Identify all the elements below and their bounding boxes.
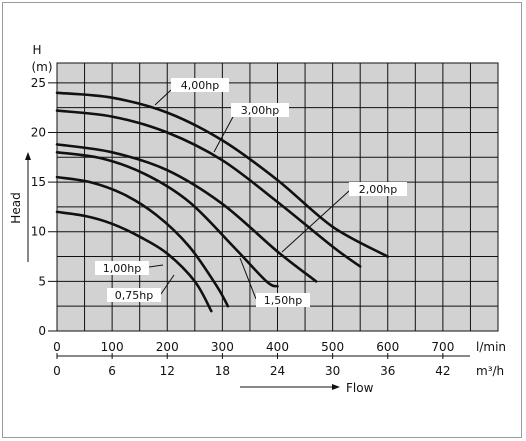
y-tick-label: 25 <box>31 76 46 90</box>
x-tick-label-secondary: 0 <box>53 364 61 378</box>
grid <box>57 63 498 331</box>
y-tick-label: 20 <box>31 125 46 139</box>
series-labels: 0,75hp 1,00hp 1,50hp 2,00hp 3,00hp 4,00hp <box>95 78 407 307</box>
x-tick-label-secondary: 30 <box>325 364 340 378</box>
x-tick-label-secondary: 42 <box>435 364 450 378</box>
y-axis-unit: (m) <box>31 60 52 74</box>
series-label-3: 2,00hp <box>359 183 397 196</box>
y-tick-label: 10 <box>31 225 46 239</box>
series-label-4: 3,00hp <box>241 104 279 117</box>
x-tick-label-secondary: 6 <box>108 364 116 378</box>
series-label-box <box>171 78 229 92</box>
x-axis-unit-secondary: m³/h <box>476 364 504 378</box>
series-label-1: 1,00hp <box>103 262 141 275</box>
x-tick-label-secondary: 24 <box>270 364 285 378</box>
series-label-2: 1,50hp <box>264 294 302 307</box>
x-tick-label-secondary: 18 <box>215 364 230 378</box>
x-tick-label-primary: 200 <box>156 340 179 354</box>
series-label-box <box>231 103 289 117</box>
y-axis-symbol: H <box>32 43 41 57</box>
series-label-box <box>349 182 407 196</box>
x-axis-unit-primary: l/min <box>476 340 506 354</box>
x-tick-label-secondary: 12 <box>160 364 175 378</box>
y-tick-label: 15 <box>31 175 46 189</box>
series-label-leader <box>148 264 164 268</box>
y-axis-arrowhead <box>25 152 31 160</box>
series-curve-3 <box>55 143 318 283</box>
x-tick-label-primary: 600 <box>376 340 399 354</box>
y-tick-label: 5 <box>38 274 46 288</box>
x-axis-arrowhead <box>332 384 340 390</box>
x-tick-label-primary: 500 <box>321 340 344 354</box>
series-curve-4 <box>55 109 362 268</box>
series-label-box <box>95 261 149 275</box>
x-tick-label-primary: 700 <box>431 340 454 354</box>
series-label-leader <box>213 114 235 153</box>
series-label-leader <box>281 190 350 253</box>
x-tick-label-primary: 300 <box>211 340 234 354</box>
x-tick-label-primary: 400 <box>266 340 289 354</box>
series-curve-5 <box>55 91 390 258</box>
series-label-5: 4,00hp <box>181 79 219 92</box>
y-axis-name: Head <box>9 192 23 223</box>
series-label-leader <box>160 274 175 295</box>
x-axis-name: Flow <box>346 381 374 395</box>
series-curve-2 <box>55 151 279 288</box>
series-label-leader <box>239 257 257 300</box>
x-tick-label-primary: 0 <box>53 340 61 354</box>
series-label-box <box>107 288 161 302</box>
x-tick-label-primary: 100 <box>101 340 124 354</box>
series-label-0: 0,75hp <box>115 289 153 302</box>
x-tick-label-secondary: 36 <box>380 364 395 378</box>
series-label-leader <box>154 89 172 106</box>
series-curve-0 <box>55 210 213 313</box>
y-tick-label: 0 <box>38 324 46 338</box>
tick-labels: 0 5 10 15 20 25 0 100 200 300 400 500 600 700 0 6 12 18 24… <box>31 76 470 378</box>
series-label-box <box>256 293 310 307</box>
series-curves <box>55 91 390 313</box>
series-curve-1 <box>55 175 230 308</box>
